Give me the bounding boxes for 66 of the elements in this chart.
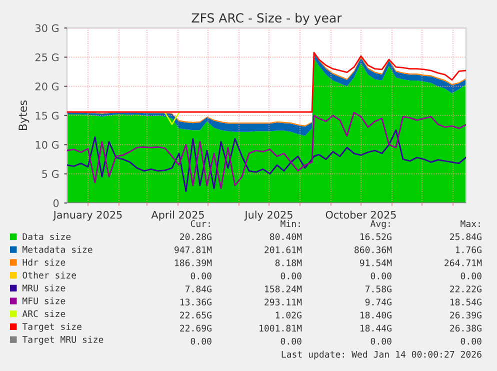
y-tick-label: 20 G (35, 82, 59, 90)
text: 186.39M (175, 259, 212, 266)
text: 0.00 (190, 272, 212, 280)
line-series (67, 112, 466, 190)
text: 16.52G (360, 233, 392, 240)
text: 20.28G (180, 233, 212, 240)
y-tick-label: 10 G (36, 140, 59, 149)
legend-label: Target MRU size (22, 336, 104, 345)
text: 293.11M (264, 298, 302, 306)
legend-label: MFU size (22, 297, 66, 304)
text: 0.00 (370, 272, 392, 280)
text: 9.74G (365, 298, 392, 306)
text: 947.81M (174, 246, 212, 254)
legend-label: Metadata size (22, 246, 92, 253)
y-tick-label: 25 G (35, 53, 59, 62)
text: 860.36M (354, 246, 392, 254)
text: 80.40M (270, 233, 302, 240)
text: 7.84G (185, 286, 212, 292)
text: 25.84G (450, 233, 482, 240)
text: 0.00 (190, 338, 212, 345)
text: 264.71M (444, 259, 482, 266)
line-series (67, 52, 466, 113)
x-tick-label: July 2025 (244, 210, 292, 221)
x-tick-label: April 2025 (151, 210, 204, 221)
text: 7.58G (365, 286, 392, 292)
legend-label: Target size (22, 322, 82, 332)
text: 0.00 (370, 338, 392, 345)
y-axis-title: Bytes (18, 100, 30, 130)
text: 1.76G (456, 246, 482, 254)
x-tick-label: October 2025 (326, 210, 396, 219)
line-series (67, 129, 466, 192)
y-tick-label: 0 (53, 199, 59, 208)
text: 18.54G (450, 298, 482, 306)
text: 201.61M (264, 246, 302, 254)
text: 22.22G (450, 286, 482, 292)
chart-title: ZFS ARC - Size - by year (192, 12, 342, 26)
text: 158.24M (265, 286, 302, 292)
text: 22.69G (180, 324, 212, 332)
text: 18.44G (360, 324, 392, 332)
legend-label: Hdr size (22, 258, 66, 266)
text: Last update: Wed Jan 14 00:00:27 2026 (282, 350, 482, 360)
text: 13.36G (180, 298, 212, 306)
text: Min: (280, 220, 300, 227)
text: 91.54M (360, 259, 392, 266)
legend-label: Other size (22, 272, 76, 279)
text: Max: (460, 220, 480, 228)
text: 1001.81M (260, 324, 302, 332)
legend-label: ARC size (22, 310, 66, 318)
text: Avg: (370, 220, 390, 229)
text: 26.38G (450, 324, 482, 332)
text: 0.00 (280, 272, 302, 280)
text: 0.00 (460, 338, 482, 345)
text: 0.00 (280, 338, 302, 345)
text: 0.00 (460, 272, 482, 280)
y-tick-label: 30 G (36, 24, 59, 32)
text: 22.65G (180, 312, 212, 319)
text: 18.40G (360, 312, 392, 319)
x-tick-label: January 2025 (52, 210, 122, 221)
legend-label: MRU size (22, 284, 66, 292)
y-tick-label: 5 G (42, 170, 59, 178)
y-tick-label: 15 G (36, 112, 59, 120)
text: 26.39G (450, 312, 482, 319)
legend-label: Data size (22, 233, 71, 240)
text: Cur: (190, 220, 210, 228)
text: 1.02G (276, 312, 302, 319)
text: 8.18M (275, 259, 302, 266)
